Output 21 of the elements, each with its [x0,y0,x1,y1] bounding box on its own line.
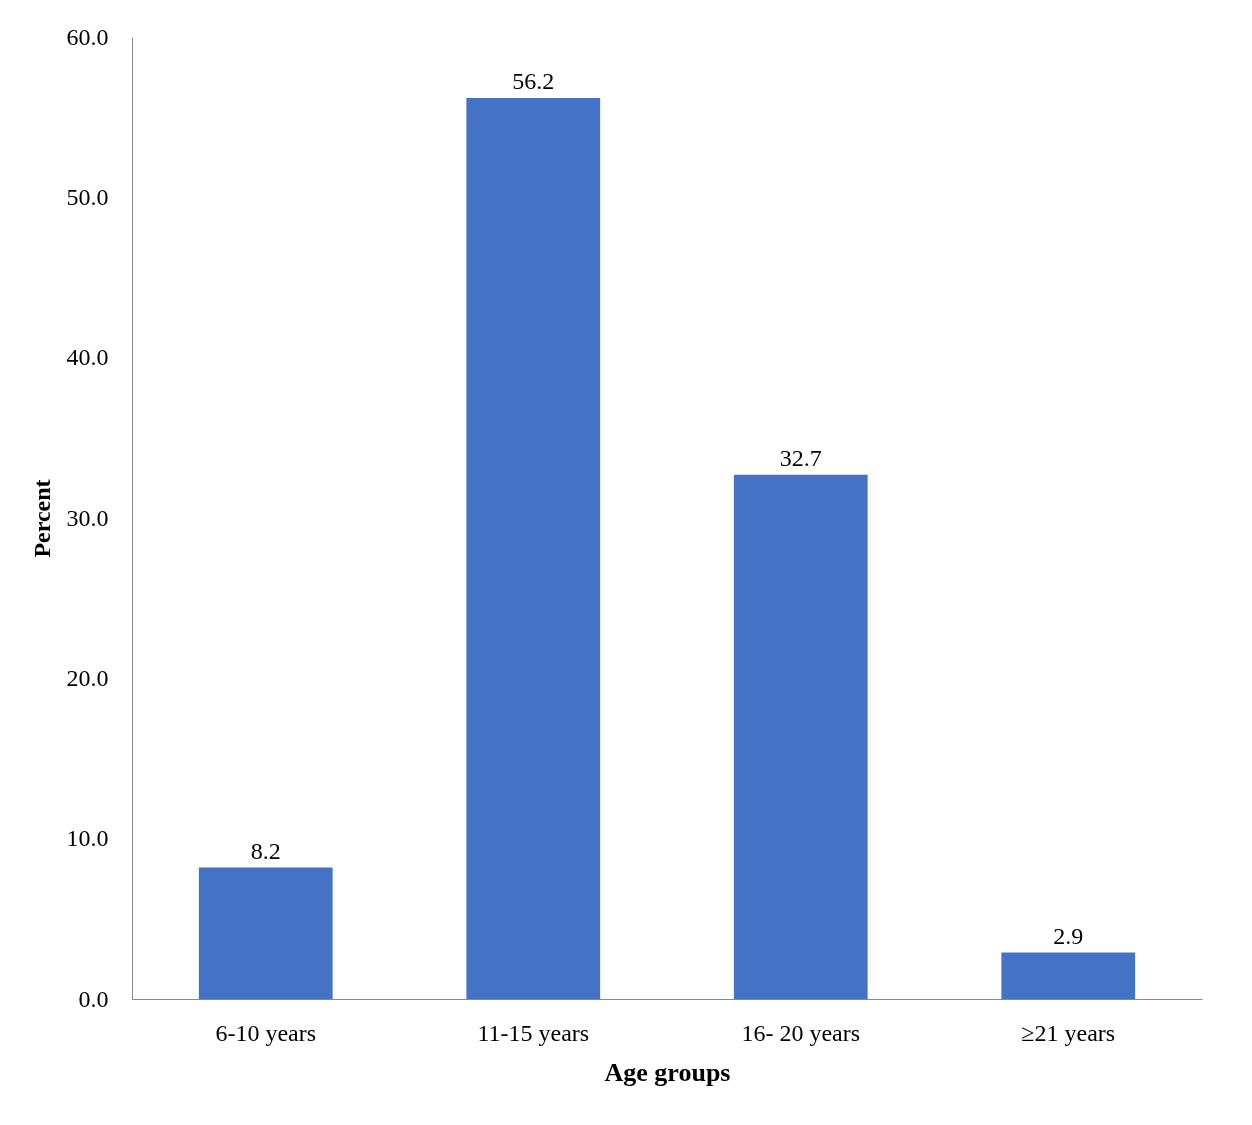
data-label: 32.7 [779,444,822,471]
y-tick-label: 0.0 [78,985,109,1012]
bar [1001,952,1136,999]
y-axis-title: Percent [28,479,55,558]
y-tick-label: 40.0 [66,344,109,371]
bar [733,474,868,999]
x-tick-label: 16- 20 years [741,1019,861,1046]
bar [198,867,333,999]
data-label: 2.9 [1053,922,1084,949]
x-tick-label: 11-15 years [477,1019,590,1046]
bar [466,97,601,999]
data-label: 56.2 [512,67,555,94]
y-tick-label: 30.0 [66,504,109,531]
x-tick-label: ≥21 years [1021,1019,1116,1046]
x-axis-title: Age groups [604,1057,731,1087]
y-tick-label: 10.0 [66,825,109,852]
y-tick-label: 50.0 [66,183,109,210]
data-label: 8.2 [250,837,281,864]
x-tick-label: 6-10 years [215,1019,317,1046]
y-tick-label: 20.0 [66,664,109,691]
y-tick-label: 60.0 [66,23,109,50]
